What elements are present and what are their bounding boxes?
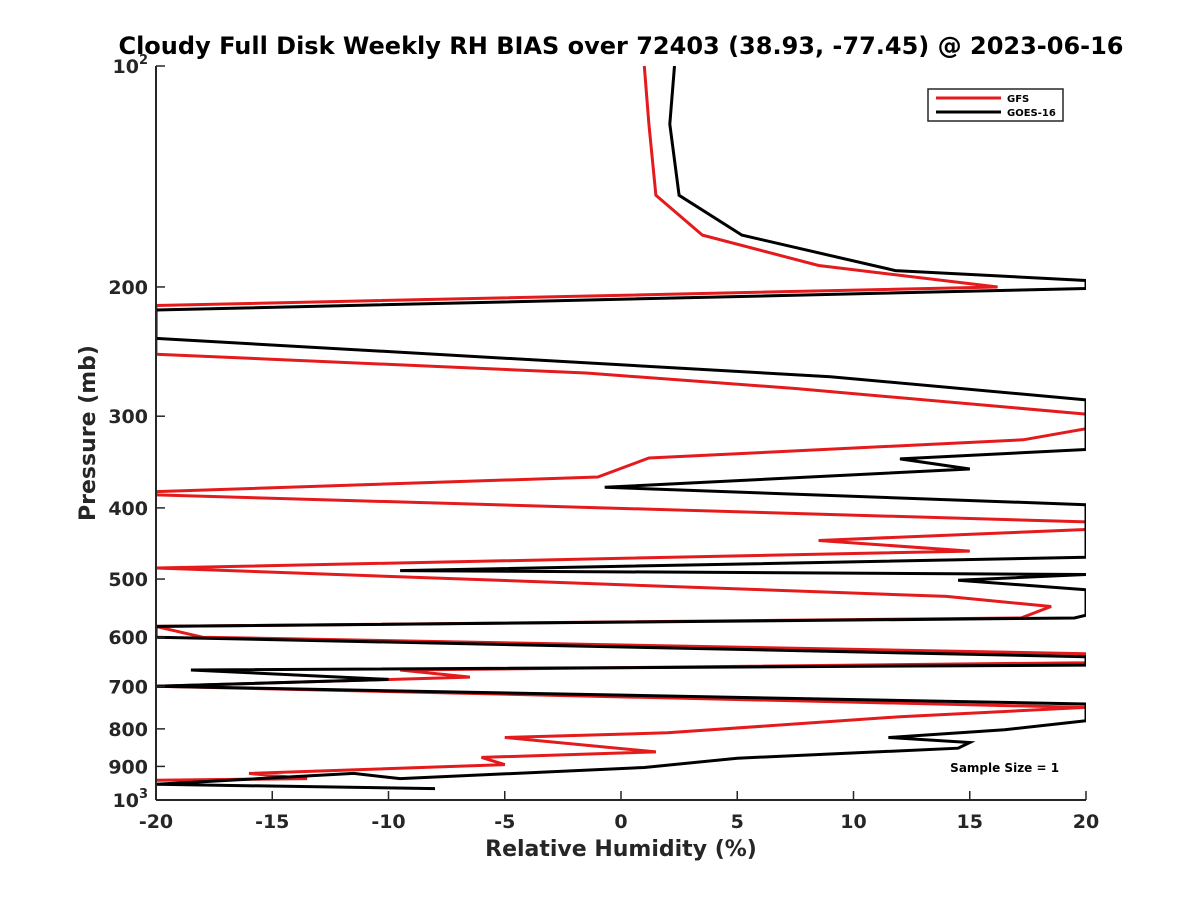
series-line-goes-16 bbox=[156, 66, 1086, 791]
x-tick-label: -15 bbox=[255, 811, 289, 833]
x-tick-label: 5 bbox=[731, 811, 744, 833]
x-tick-label: -10 bbox=[371, 811, 405, 833]
legend-label: GFS bbox=[1007, 94, 1029, 105]
x-tick-label: 20 bbox=[1073, 811, 1099, 833]
x-tick-label: -20 bbox=[139, 811, 173, 833]
y-tick-label: 700 bbox=[108, 676, 148, 698]
x-axis-label: Relative Humidity (%) bbox=[485, 837, 757, 862]
sample-size-annotation: Sample Size = 1 bbox=[950, 761, 1059, 775]
x-tick-label: 0 bbox=[614, 811, 627, 833]
y-tick-label: 103 bbox=[113, 787, 149, 812]
legend-box bbox=[927, 88, 1064, 122]
x-tick-label: -5 bbox=[494, 811, 515, 833]
chart-title: Cloudy Full Disk Weekly RH BIAS over 724… bbox=[118, 32, 1123, 60]
x-tick-label: 10 bbox=[840, 811, 866, 833]
y-tick-label: 900 bbox=[108, 756, 148, 778]
legend: GFS GOES-16 bbox=[927, 88, 1064, 122]
y-tick-label: 102 bbox=[113, 53, 149, 78]
x-tick-label: 15 bbox=[957, 811, 983, 833]
series-layer bbox=[156, 66, 1086, 791]
y-tick-label: 600 bbox=[108, 627, 148, 649]
y-tick-label: 800 bbox=[108, 719, 148, 741]
y-axis-label: Pressure (mb) bbox=[76, 345, 101, 521]
y-tick-label: 400 bbox=[108, 498, 148, 520]
y-tick-label: 200 bbox=[108, 277, 148, 299]
axes-layer: -20 -15 -10 -5 0 5 10 15 20 102 200 300 400 500 600 700… bbox=[108, 53, 1099, 833]
y-tick-label: 500 bbox=[108, 569, 148, 591]
series-line-gfs bbox=[156, 66, 1086, 782]
y-tick-label: 300 bbox=[108, 406, 148, 428]
legend-label: GOES-16 bbox=[1007, 108, 1056, 119]
